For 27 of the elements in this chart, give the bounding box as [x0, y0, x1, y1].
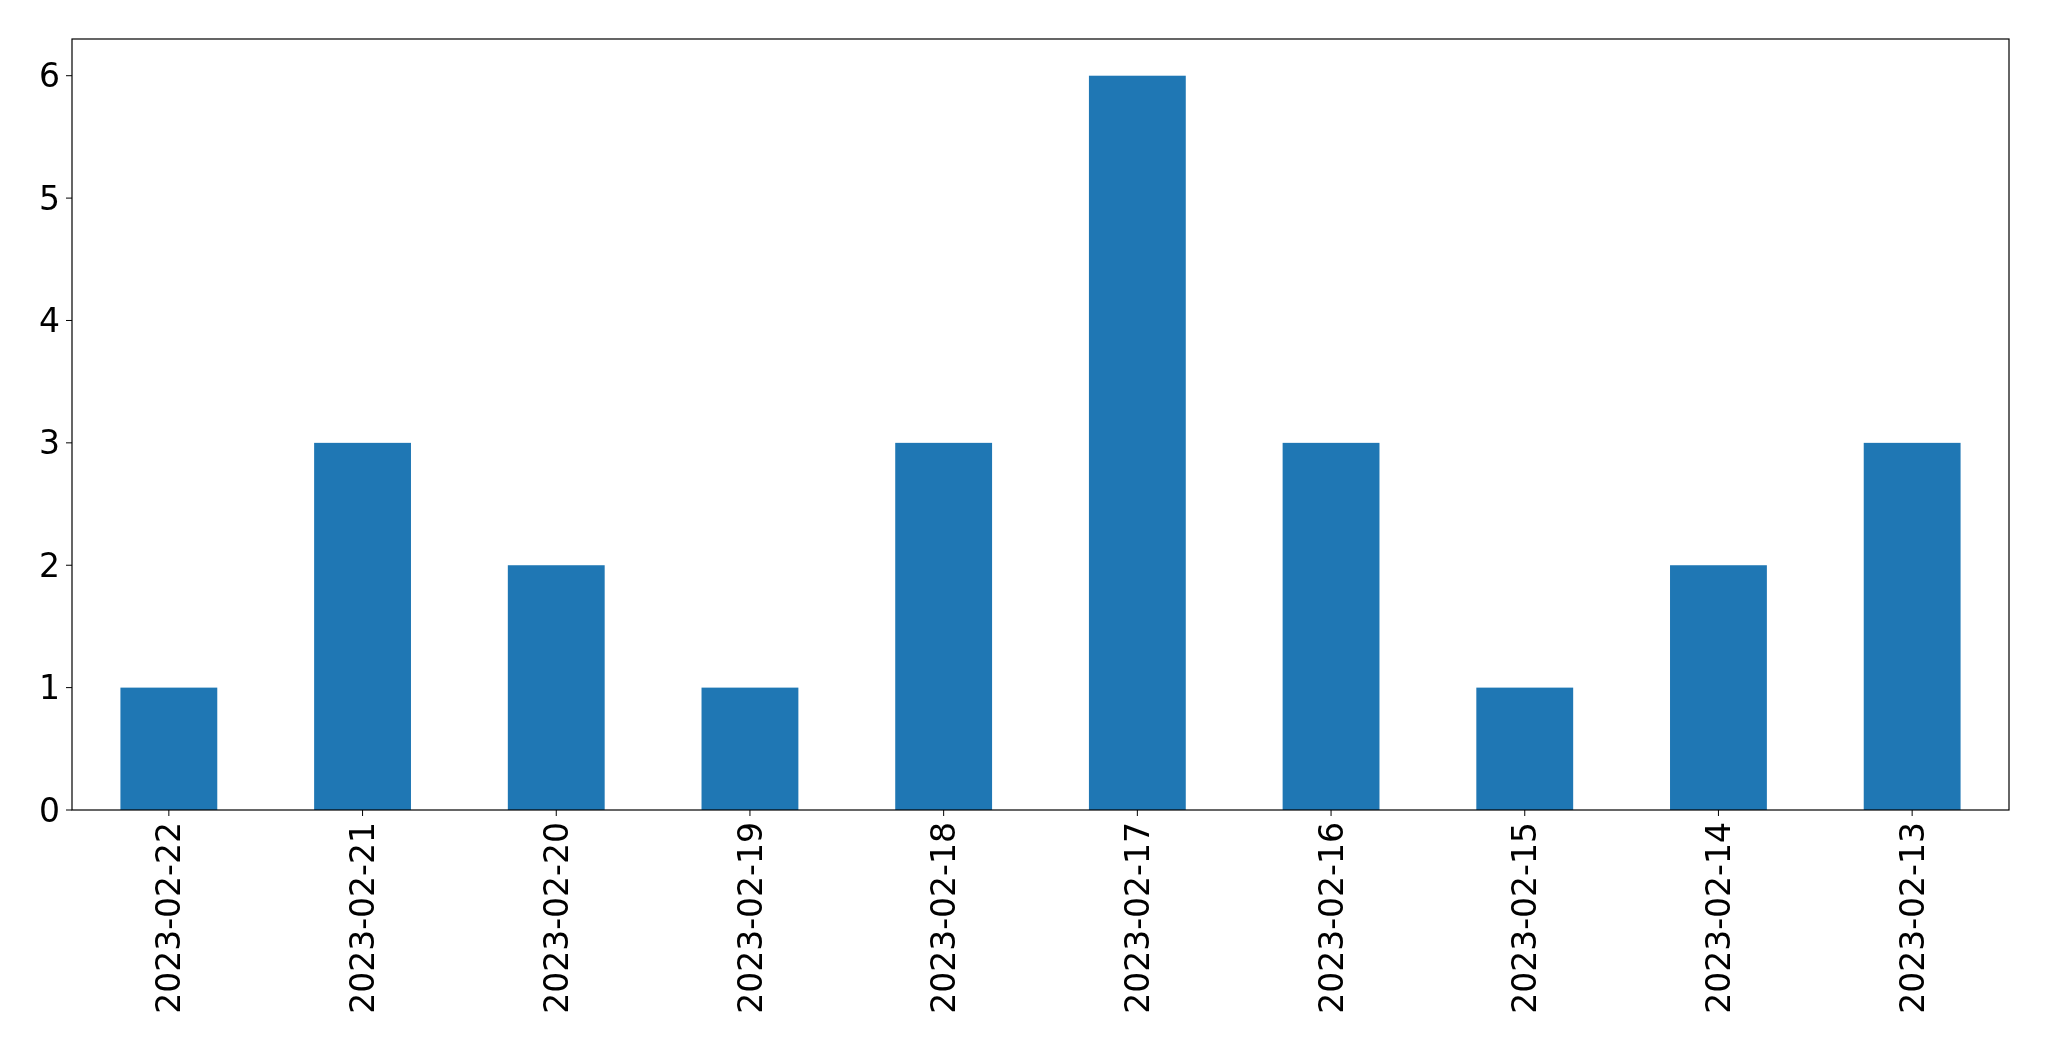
x-tick-label: 2023-02-21: [343, 822, 383, 1014]
y-tick-label: 4: [39, 301, 60, 341]
bar: [1282, 442, 1380, 810]
y-tick-label: 1: [39, 668, 60, 708]
bar: [1476, 687, 1574, 810]
x-tick-label: 2023-02-22: [149, 822, 189, 1014]
x-tick-label: 2023-02-19: [730, 822, 770, 1014]
bar: [507, 565, 605, 810]
y-tick-label: 6: [39, 56, 60, 96]
y-tick-label: 3: [39, 423, 60, 463]
y-tick-label: 0: [39, 790, 60, 830]
x-tick-label: 2023-02-20: [536, 822, 576, 1014]
x-tick-label: 2023-02-14: [1699, 822, 1738, 1014]
x-tick-label: 2023-02-18: [924, 822, 964, 1014]
bar: [701, 687, 799, 810]
bar: [1088, 75, 1186, 810]
y-tick-label: 5: [39, 178, 60, 218]
y-tick-label: 2: [39, 545, 60, 585]
bar: [1670, 565, 1767, 810]
x-tick-label: 2023-02-17: [1117, 822, 1157, 1014]
x-tick-label: 2023-02-15: [1505, 822, 1545, 1014]
bar: [1863, 442, 1961, 810]
x-tick-label: 2023-02-13: [1892, 822, 1932, 1014]
bar: [895, 442, 993, 810]
bar: [120, 687, 218, 810]
bar: [314, 442, 411, 810]
x-tick-label: 2023-02-16: [1311, 822, 1351, 1014]
